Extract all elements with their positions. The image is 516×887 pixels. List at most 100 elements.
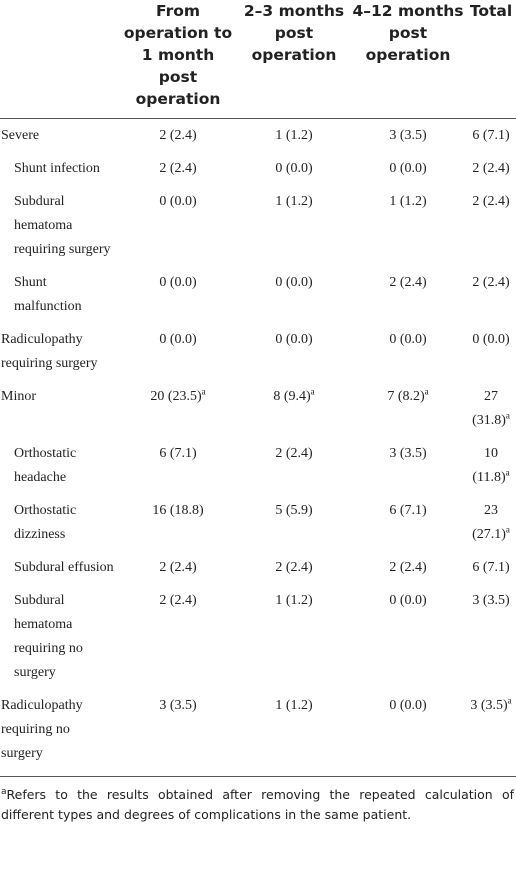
cell-note-marker: a: [505, 410, 510, 421]
cell-value: 2 (2.4): [389, 560, 427, 575]
cell: 2 (2.4): [350, 551, 466, 584]
cell: 1 (1.2): [238, 689, 350, 777]
table-row: Shunt infection 2 (2.4) 0 (0.0) 0 (0.0) 2 (2…: [0, 152, 516, 185]
row-label: Severe: [1, 128, 40, 143]
table-row: Minor 20 (23.5)a 8 (9.4)a 7 (8.2)a 27 (31.8)…: [0, 380, 516, 437]
cell: 2 (2.4): [118, 551, 238, 584]
table-body: Severe 2 (2.4) 1 (1.2) 3 (3.5) 6 (7.1) Shunt …: [0, 119, 516, 777]
complications-table: From operation to 1 month post operation…: [0, 0, 516, 777]
cell-value: 3 (3.5): [472, 593, 510, 608]
cell: 2 (2.4): [466, 185, 516, 266]
cell-value: 3 (3.5): [159, 698, 197, 713]
cell-note-marker: a: [201, 386, 206, 397]
row-label: Subdural hematoma requiring surgery: [14, 194, 111, 257]
cell: 0 (0.0): [118, 185, 238, 266]
cell: 2 (2.4): [118, 584, 238, 689]
cell: 0 (0.0): [350, 689, 466, 777]
cell-value: 6 (7.1): [472, 128, 510, 143]
cell: 3 (3.5): [350, 437, 466, 494]
table-row: Radiculopathy requiring no surgery 3 (3.5…: [0, 689, 516, 777]
cell-value: 6 (7.1): [159, 446, 197, 461]
cell-value: 6 (7.1): [389, 503, 427, 518]
cell-value: 1 (1.2): [275, 194, 313, 209]
cell: 20 (23.5)a: [118, 380, 238, 437]
cell: 3 (3.5): [118, 689, 238, 777]
column-header: Total: [466, 0, 516, 119]
row-label: Orthostatic headache: [14, 446, 77, 485]
cell: 3 (3.5)a: [466, 689, 516, 777]
footnote: aRefers to the results obtained after re…: [0, 777, 516, 825]
cell: 1 (1.2): [238, 584, 350, 689]
cell-value: 1 (1.2): [275, 128, 313, 143]
table-row: Orthostatic dizziness 16 (18.8) 5 (5.9) 6 (…: [0, 494, 516, 551]
row-label: Orthostatic dizziness: [14, 503, 77, 542]
cell-value: 3 (3.5): [470, 698, 508, 713]
cell: 0 (0.0): [118, 323, 238, 380]
table-row: Radiculopathy requiring surgery 0 (0.0) 0 …: [0, 323, 516, 380]
footnote-text: Refers to the results obtained after rem…: [1, 787, 514, 822]
cell: 3 (3.5): [466, 584, 516, 689]
cell: 10 (11.8)a: [466, 437, 516, 494]
cell-value: 2 (2.4): [389, 275, 427, 290]
cell: 0 (0.0): [466, 323, 516, 380]
cell-value: 27 (31.8): [472, 389, 506, 428]
cell-value: 5 (5.9): [275, 503, 313, 518]
cell-value: 2 (2.4): [472, 161, 510, 176]
cell: 2 (2.4): [118, 119, 238, 153]
cell-value: 2 (2.4): [159, 161, 197, 176]
table-row: Severe 2 (2.4) 1 (1.2) 3 (3.5) 6 (7.1): [0, 119, 516, 153]
cell-value: 1 (1.2): [275, 698, 313, 713]
cell-value: 0 (0.0): [275, 161, 313, 176]
cell: 0 (0.0): [350, 323, 466, 380]
cell: 16 (18.8): [118, 494, 238, 551]
table-row: Subdural hematoma requiring surgery 0 (0.…: [0, 185, 516, 266]
cell: 0 (0.0): [238, 266, 350, 323]
cell-value: 0 (0.0): [159, 275, 197, 290]
cell: 6 (7.1): [466, 551, 516, 584]
cell: 6 (7.1): [118, 437, 238, 494]
cell: 0 (0.0): [350, 152, 466, 185]
column-header: From operation to 1 month post operation: [118, 0, 238, 119]
cell-value: 2 (2.4): [275, 446, 313, 461]
cell-value: 7 (8.2): [387, 389, 425, 404]
row-label: Shunt infection: [14, 161, 100, 176]
cell: 1 (1.2): [238, 185, 350, 266]
cell: 6 (7.1): [466, 119, 516, 153]
column-header: [0, 0, 118, 119]
cell: 23 (27.1)a: [466, 494, 516, 551]
cell-value: 0 (0.0): [389, 161, 427, 176]
cell-value: 2 (2.4): [159, 560, 197, 575]
cell: 1 (1.2): [238, 119, 350, 153]
cell: 0 (0.0): [238, 323, 350, 380]
cell: 1 (1.2): [350, 185, 466, 266]
cell-value: 0 (0.0): [389, 593, 427, 608]
cell: 27 (31.8)a: [466, 380, 516, 437]
cell: 3 (3.5): [350, 119, 466, 153]
cell-value: 2 (2.4): [275, 560, 313, 575]
table-row: Subdural hematoma requiring no surgery 2 …: [0, 584, 516, 689]
cell: 7 (8.2)a: [350, 380, 466, 437]
cell: 2 (2.4): [350, 266, 466, 323]
column-header: 2–3 months post operation: [238, 0, 350, 119]
cell: 0 (0.0): [238, 152, 350, 185]
row-label: Minor: [1, 389, 36, 404]
cell: 2 (2.4): [118, 152, 238, 185]
column-header: 4–12 months post operation: [350, 0, 466, 119]
cell: 0 (0.0): [118, 266, 238, 323]
cell-value: 0 (0.0): [159, 332, 197, 347]
header-row: From operation to 1 month post operation…: [0, 0, 516, 119]
cell-value: 20 (23.5): [150, 389, 202, 404]
row-label: Radiculopathy requiring surgery: [1, 332, 98, 371]
cell-note-marker: a: [310, 386, 315, 397]
row-label: Subdural effusion: [14, 560, 114, 575]
cell-value: 8 (9.4): [273, 389, 311, 404]
cell-value: 3 (3.5): [389, 128, 427, 143]
cell: 2 (2.4): [238, 437, 350, 494]
cell-value: 0 (0.0): [275, 275, 313, 290]
cell-value: 23 (27.1): [472, 503, 506, 542]
table-row: Subdural effusion 2 (2.4) 2 (2.4) 2 (2.4) 6 …: [0, 551, 516, 584]
cell-value: 10 (11.8): [472, 446, 506, 485]
cell-value: 2 (2.4): [472, 194, 510, 209]
cell-value: 0 (0.0): [275, 332, 313, 347]
